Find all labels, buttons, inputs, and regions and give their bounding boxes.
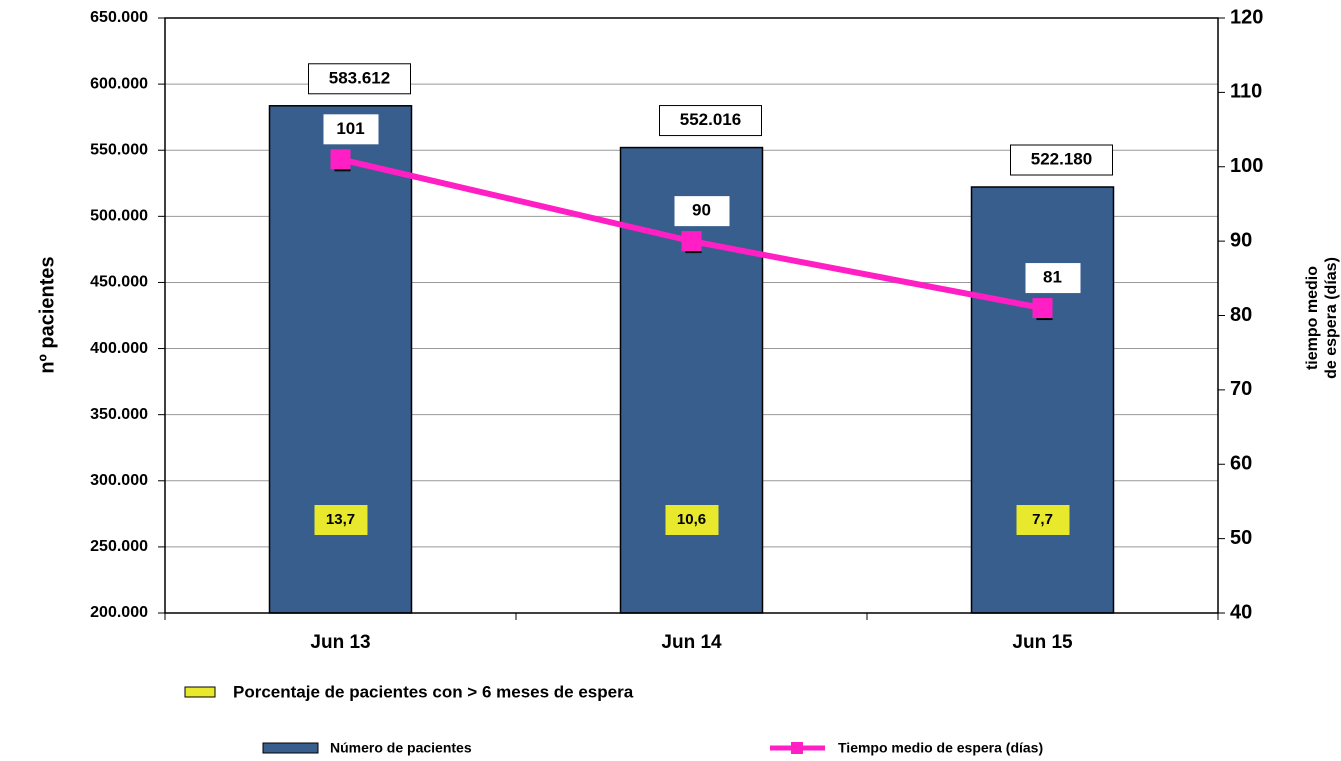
bar: [268, 105, 413, 614]
value-label-box: [659, 105, 762, 137]
x-tick-label: Jun 15: [1012, 632, 1073, 653]
percent-box: [1016, 505, 1070, 535]
y-tick-label: 550.000: [90, 141, 148, 158]
percent-label: 13,7: [326, 511, 355, 528]
plot-frame: [164, 17, 1219, 614]
value-label-box: [308, 63, 411, 95]
percent-label: 10,6: [677, 511, 706, 528]
value-label-box: [323, 114, 379, 145]
marker: [1032, 298, 1053, 319]
legend-swatch: [262, 742, 319, 754]
legend-label: Porcentaje de pacientes con > 6 meses de…: [233, 682, 634, 701]
y2-tick-label: 60: [1230, 453, 1252, 475]
legend-label: Tiempo medio de espera (días): [838, 740, 1043, 756]
value-label: 101: [336, 119, 364, 138]
y2-tick-label: 110: [1230, 81, 1262, 103]
value-label: 552.016: [680, 110, 741, 129]
y2-tick-label: 80: [1230, 304, 1252, 326]
percent-label: 7,7: [1032, 511, 1053, 528]
y2-tick-label: 40: [1230, 601, 1252, 623]
legend-swatch: [184, 686, 216, 698]
value-label: 583.612: [329, 68, 390, 87]
value-label-box: [674, 196, 730, 227]
y-tick-label: 350.000: [90, 406, 148, 423]
y2-tick-label: 50: [1230, 527, 1252, 549]
y-tick-label: 250.000: [90, 538, 148, 555]
value-label-box: [1010, 144, 1113, 176]
y-tick-label: 500.000: [90, 208, 148, 225]
y2-tick-label: 100: [1230, 155, 1263, 177]
value-label: 90: [692, 201, 711, 220]
y-axis-title: nº pacientes: [36, 256, 58, 373]
value-label: 81: [1043, 268, 1062, 287]
y-tick-label: 400.000: [90, 340, 148, 357]
y-tick-label: 300.000: [90, 472, 148, 489]
y-tick-label: 200.000: [90, 604, 148, 621]
marker: [681, 231, 702, 252]
legend-swatch: [791, 742, 803, 754]
percent-box: [665, 505, 719, 535]
marker: [330, 149, 351, 170]
y2-tick-label: 70: [1230, 378, 1252, 400]
value-label: 522.180: [1031, 149, 1092, 168]
y2-tick-label: 120: [1230, 6, 1263, 28]
y-tick-label: 600.000: [90, 75, 148, 92]
percent-box: [314, 505, 368, 535]
y-tick-label: 650.000: [90, 9, 148, 26]
x-tick-label: Jun 13: [310, 632, 370, 653]
legend-label: Número de pacientes: [330, 740, 472, 756]
y2-tick-label: 90: [1230, 229, 1252, 251]
y-tick-label: 450.000: [90, 274, 148, 291]
x-tick-label: Jun 14: [661, 632, 722, 653]
y2-axis-title: de espera (días): [1323, 257, 1340, 379]
value-label-box: [1025, 263, 1081, 294]
y2-axis-title: tiempo medio: [1304, 266, 1321, 370]
bar: [970, 186, 1115, 614]
